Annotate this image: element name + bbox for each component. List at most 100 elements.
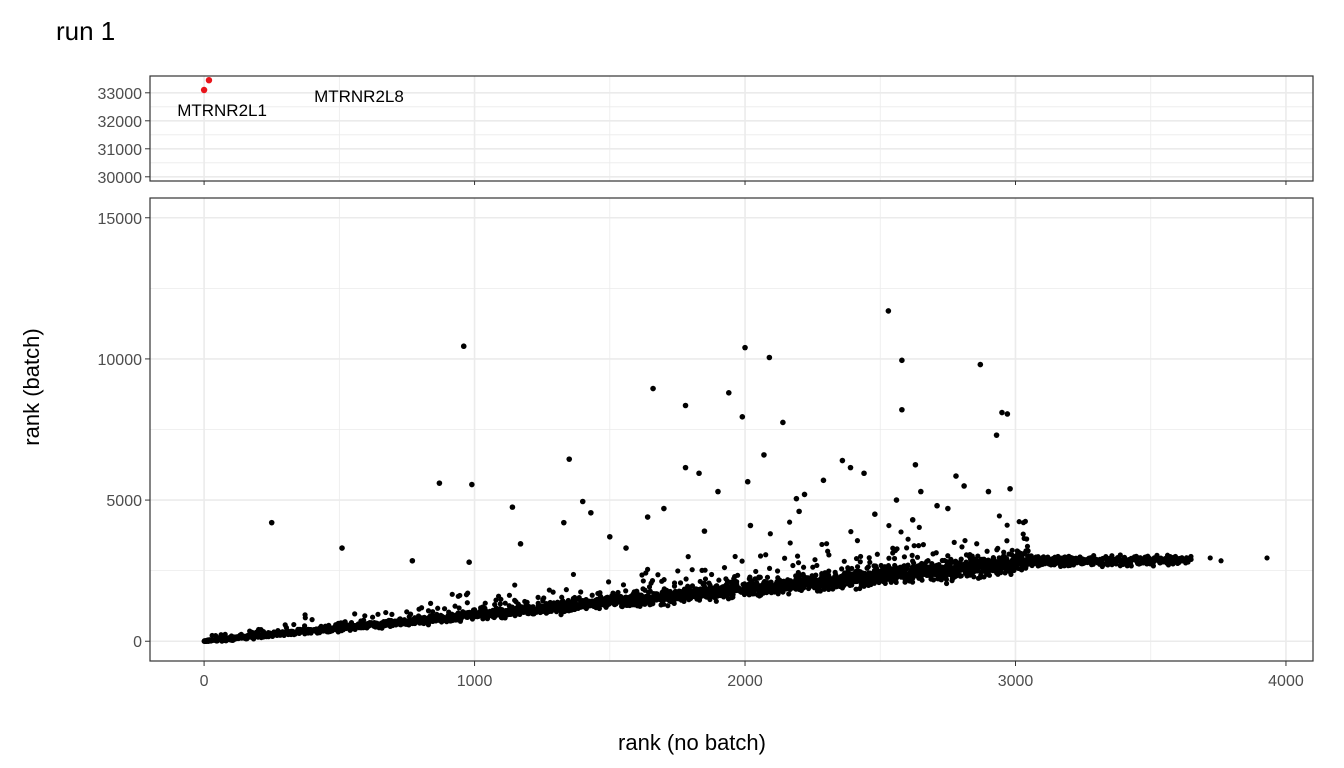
scatter-point xyxy=(383,609,389,616)
scatter-point xyxy=(556,604,562,611)
scatter-point xyxy=(397,620,403,626)
scatter-point xyxy=(498,596,504,602)
scatter-point xyxy=(790,562,796,569)
scatter-point xyxy=(911,573,917,580)
scatter-point xyxy=(747,574,753,580)
scatter-point xyxy=(879,577,886,583)
scatter-point xyxy=(717,592,723,599)
x-tick-label: 4000 xyxy=(1268,673,1304,690)
scatter-point xyxy=(1089,558,1096,564)
scatter-point xyxy=(646,584,653,590)
scatter-point xyxy=(984,548,990,554)
scatter-point xyxy=(484,616,491,622)
scatter-point xyxy=(1009,547,1015,553)
outlier-point xyxy=(579,498,586,505)
x-axis-title: rank (no batch) xyxy=(618,730,766,755)
scatter-point xyxy=(649,578,656,584)
outlier-point xyxy=(606,533,613,540)
scatter-point xyxy=(901,554,908,560)
scatter-point xyxy=(743,590,749,596)
scatter-point xyxy=(778,585,784,591)
outlier-point xyxy=(761,452,767,458)
scatter-point xyxy=(902,573,909,579)
scatter-point xyxy=(875,572,882,579)
scatter-point xyxy=(905,536,911,542)
scatter-point xyxy=(441,606,448,612)
outlier-point xyxy=(918,488,924,495)
scatter-point xyxy=(563,587,569,593)
scatter-point xyxy=(570,571,577,578)
scatter-point xyxy=(214,635,220,641)
scatter-point xyxy=(798,587,805,593)
outlier-point xyxy=(742,344,748,351)
scatter-point xyxy=(795,560,802,566)
y-tick-label: 5000 xyxy=(106,493,142,510)
scatter-point xyxy=(917,562,923,568)
scatter-point xyxy=(757,553,764,559)
scatter-point xyxy=(886,555,892,561)
scatter-point xyxy=(285,631,291,637)
scatter-point xyxy=(537,603,543,610)
scatter-point xyxy=(464,613,470,619)
scatter-point xyxy=(1020,520,1027,526)
scatter-point xyxy=(595,590,601,597)
scatter-point xyxy=(821,572,827,578)
scatter-point xyxy=(1011,567,1017,573)
scatter-point xyxy=(660,592,666,598)
scatter-point xyxy=(592,602,598,609)
scatter-point xyxy=(853,586,859,592)
scatter-point xyxy=(915,568,921,574)
scatter-point xyxy=(455,593,461,599)
scatter-point xyxy=(427,613,433,619)
scatter-point xyxy=(957,573,963,579)
scatter-point xyxy=(701,583,707,589)
scatter-point xyxy=(623,594,629,600)
scatter-point xyxy=(774,568,781,574)
scatter-point xyxy=(944,562,950,568)
scatter-point xyxy=(977,564,983,570)
scatter-point xyxy=(978,569,984,575)
scatter-point xyxy=(1016,519,1022,525)
scatter-point xyxy=(732,553,738,560)
outlier-point xyxy=(696,470,702,477)
scatter-point xyxy=(778,579,784,585)
scatter-point xyxy=(800,571,806,578)
scatter-point xyxy=(824,577,830,583)
scatter-point xyxy=(824,541,830,547)
outlier-point xyxy=(847,464,854,471)
scatter-point xyxy=(1167,560,1173,566)
scatter-point xyxy=(554,599,561,605)
scatter-point xyxy=(653,596,659,602)
outlier-point xyxy=(588,509,594,516)
scatter-point xyxy=(282,622,288,628)
scatter-point xyxy=(1021,535,1027,542)
scatter-point xyxy=(360,622,366,628)
scatter-point xyxy=(882,580,888,587)
scatter-point xyxy=(800,564,807,570)
scatter-point xyxy=(840,582,847,589)
scatter-point xyxy=(893,579,899,585)
scatter-point xyxy=(697,578,703,585)
scatter-point xyxy=(1183,560,1189,566)
outlier-point xyxy=(339,545,345,551)
scatter-point xyxy=(1035,557,1041,564)
scatter-point xyxy=(1172,556,1178,563)
scatter-point xyxy=(786,591,792,597)
scatter-point xyxy=(365,623,371,629)
outlier-point xyxy=(744,478,751,485)
scatter-point xyxy=(793,573,799,579)
outlier-point xyxy=(1004,411,1011,417)
scatter-point xyxy=(962,537,968,544)
scatter-point xyxy=(702,576,709,582)
scatter-point xyxy=(1112,557,1119,563)
scatter-point xyxy=(751,584,757,590)
scatter-point xyxy=(925,558,931,564)
x-tick-label: 3000 xyxy=(998,673,1034,690)
outlier-point xyxy=(466,559,472,565)
scatter-point xyxy=(814,562,820,569)
scatter-point xyxy=(994,569,1001,575)
scatter-point xyxy=(541,606,547,612)
scatter-point xyxy=(853,555,860,562)
scatter-point xyxy=(916,524,922,530)
scatter-point xyxy=(916,543,922,549)
